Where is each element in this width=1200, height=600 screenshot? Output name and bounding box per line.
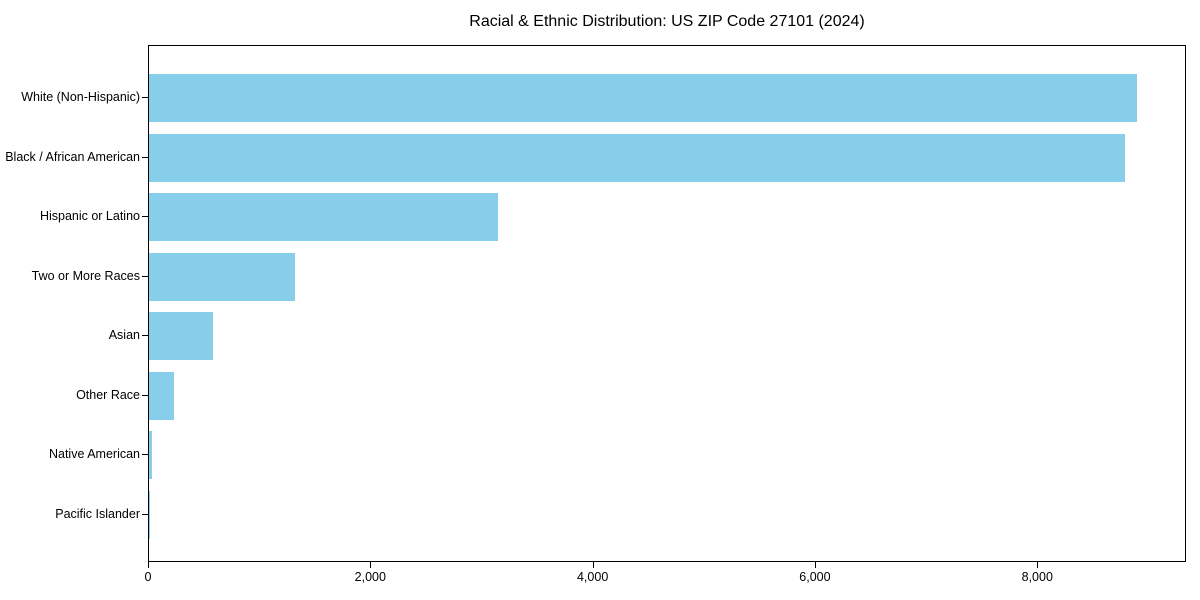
chart-title: Racial & Ethnic Distribution: US ZIP Cod… bbox=[469, 13, 865, 30]
y-tick-mark bbox=[142, 97, 148, 98]
bar-two-or-more-races bbox=[149, 252, 295, 301]
y-axis-label: Asian bbox=[108, 328, 140, 343]
x-tick-mark bbox=[148, 562, 149, 568]
bar-asian bbox=[149, 312, 213, 361]
x-tick-mark bbox=[370, 562, 372, 568]
plot-area bbox=[148, 45, 1186, 562]
x-tick-mark bbox=[592, 562, 594, 568]
x-tick-label: 6,000 bbox=[799, 570, 831, 584]
bar-black-african-american bbox=[149, 133, 1125, 182]
x-tick-mark bbox=[1037, 562, 1039, 568]
y-tick-mark bbox=[142, 514, 148, 515]
y-tick-mark bbox=[142, 335, 148, 337]
y-axis-label: Other Race bbox=[76, 387, 140, 402]
bar-white-non-hispanic bbox=[149, 74, 1138, 122]
bar-hispanic-or-latino bbox=[149, 193, 499, 242]
y-axis-label: Hispanic or Latino bbox=[39, 209, 140, 224]
y-axis-label: Black / African American bbox=[5, 149, 140, 164]
y-tick-mark bbox=[142, 394, 148, 396]
y-tick-mark bbox=[142, 216, 148, 218]
bar-pacific-islander bbox=[149, 491, 150, 539]
x-tick-label: 0 bbox=[144, 570, 152, 584]
y-axis-label: Pacific Islander bbox=[55, 507, 140, 521]
y-tick-mark bbox=[142, 454, 148, 456]
y-tick-mark bbox=[142, 275, 148, 277]
x-tick-mark bbox=[814, 562, 816, 568]
y-axis-label: White (Non-Hispanic) bbox=[21, 90, 140, 104]
x-tick-label: 4,000 bbox=[576, 570, 609, 584]
y-axis-label: Native American bbox=[48, 447, 140, 462]
y-axis-label: Two or More Races bbox=[31, 268, 140, 283]
x-tick-label: 2,000 bbox=[354, 570, 386, 584]
x-tick-label: 8,000 bbox=[1021, 570, 1053, 584]
y-tick-mark bbox=[142, 156, 148, 158]
bar-other-race bbox=[149, 371, 174, 420]
bar-native-american bbox=[149, 431, 152, 480]
